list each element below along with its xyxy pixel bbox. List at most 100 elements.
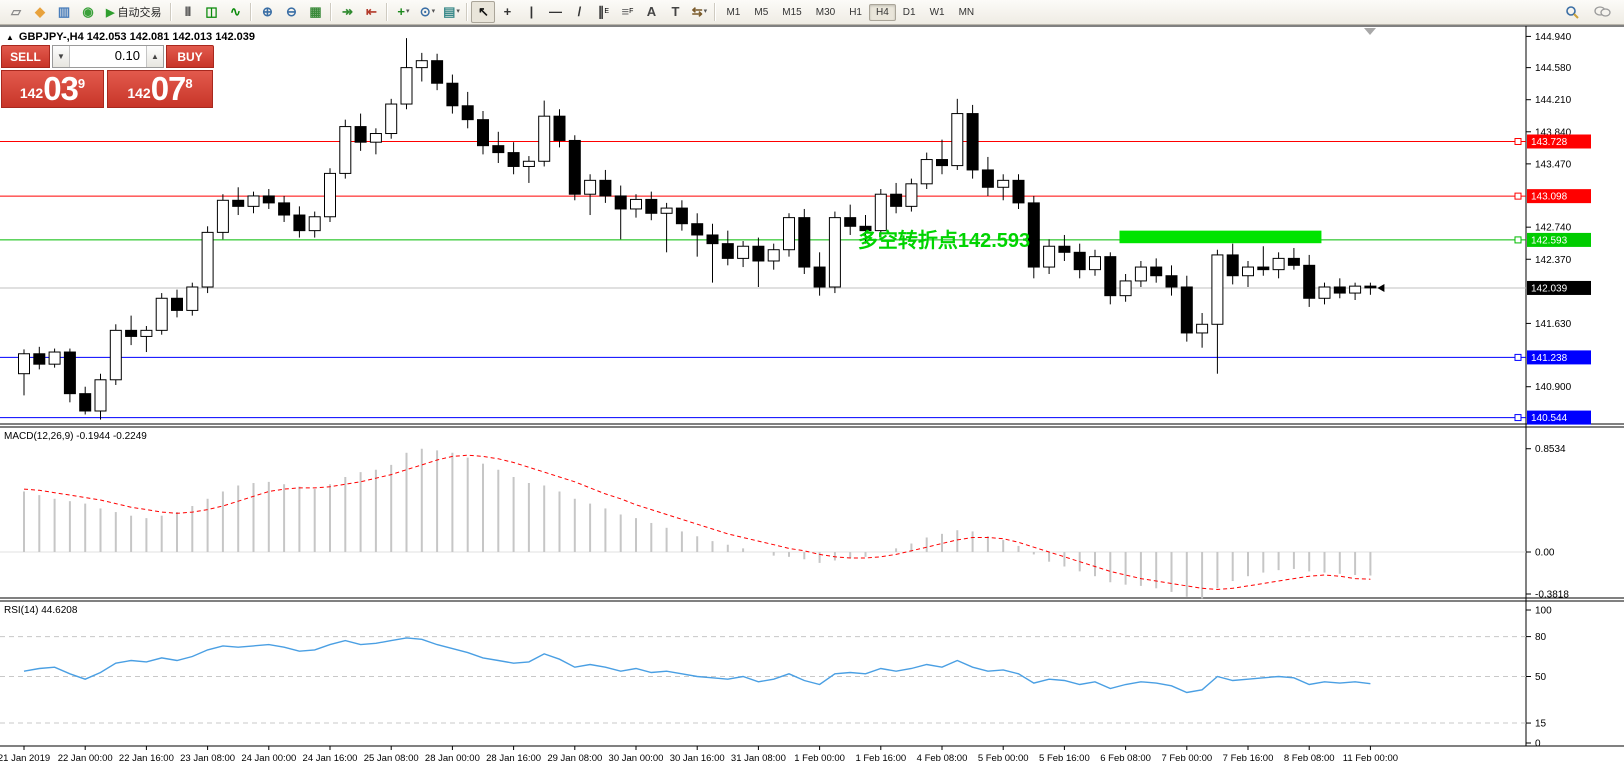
vertical-line-tool-icon: | bbox=[529, 4, 534, 19]
toolbar-separator bbox=[466, 3, 469, 21]
bull-candle bbox=[385, 103, 398, 135]
fibonacci-tool-icon: ≡ bbox=[621, 4, 630, 19]
label-tool-icon[interactable]: T bbox=[663, 1, 687, 23]
line-handle[interactable] bbox=[1514, 137, 1522, 145]
arrows-tool-icon-dropdown[interactable]: ▾ bbox=[703, 8, 708, 15]
timeframe-m1-button[interactable]: M1 bbox=[726, 6, 741, 18]
line-handle[interactable] bbox=[1514, 353, 1522, 361]
period-clock-icon: ⊙ bbox=[419, 4, 431, 19]
volume-increase-button[interactable]: ▲ bbox=[146, 46, 163, 67]
bear-candle bbox=[890, 193, 903, 207]
bear-candle bbox=[966, 113, 979, 171]
text-tool-icon[interactable]: A bbox=[639, 1, 663, 23]
price-tag-icon[interactable]: ◆ bbox=[28, 1, 52, 23]
bull-candle bbox=[1196, 323, 1209, 334]
template-icon-dropdown[interactable]: ▾ bbox=[456, 8, 460, 15]
rsi-panel-splitter[interactable] bbox=[0, 597, 1624, 600]
autotrading-button[interactable]: ▶ 自动交易 bbox=[100, 1, 167, 23]
auto-scroll-icon[interactable]: ↠ bbox=[335, 1, 359, 23]
bear-candle bbox=[691, 223, 704, 236]
fibonacci-tool-icon[interactable]: ≡ F bbox=[615, 1, 639, 23]
bear-candle bbox=[354, 126, 367, 143]
bull-candle bbox=[155, 297, 168, 331]
bull-candle bbox=[48, 351, 61, 365]
chat-icon[interactable] bbox=[1590, 1, 1614, 23]
line-handle[interactable] bbox=[1514, 192, 1522, 200]
bull-candle bbox=[538, 115, 551, 162]
sell-button[interactable]: SELL bbox=[1, 45, 50, 68]
crosshair-tool-icon[interactable]: + bbox=[495, 1, 519, 23]
bear-candle bbox=[813, 266, 826, 288]
arrows-tool-icon[interactable]: ⇆ ▾ bbox=[687, 1, 711, 23]
timeframe-d1-button[interactable]: D1 bbox=[902, 6, 916, 18]
timeframe-h4-button[interactable]: H4 bbox=[868, 3, 896, 21]
vertical-line-tool-icon[interactable]: | bbox=[519, 1, 543, 23]
line-handle[interactable] bbox=[1514, 414, 1522, 422]
time-axis-label: 7 Feb 00:00 bbox=[1161, 753, 1212, 764]
search-icon[interactable] bbox=[1560, 1, 1584, 23]
bull-candle bbox=[630, 198, 642, 210]
highlight-rectangle[interactable] bbox=[1119, 230, 1322, 244]
bull-candle bbox=[18, 353, 30, 375]
bull-candle bbox=[1242, 266, 1254, 277]
toolbar-separator bbox=[714, 3, 717, 21]
buy-button[interactable]: BUY bbox=[166, 45, 214, 68]
price-label-text: 143.728 bbox=[1531, 137, 1568, 148]
bear-candle bbox=[553, 115, 566, 141]
zoom-in-icon[interactable]: ⊕ bbox=[255, 1, 279, 23]
zoom-out-icon[interactable]: ⊖ bbox=[279, 1, 303, 23]
bid-whole: 142 bbox=[19, 85, 44, 101]
crosshair-tool-icon: + bbox=[503, 4, 512, 19]
price-tick-label: 143.840 bbox=[1535, 127, 1572, 138]
bear-candle bbox=[1027, 202, 1040, 268]
macd-panel-splitter[interactable] bbox=[0, 423, 1624, 426]
channel-tool-icon[interactable]: ∥ E bbox=[591, 1, 615, 23]
horizontal-line-tool-icon[interactable]: — bbox=[543, 1, 567, 23]
rsi-scale-label: 80 bbox=[1535, 632, 1547, 643]
chart-window-icon[interactable]: ▥ bbox=[52, 1, 76, 23]
time-axis-label: 29 Jan 08:00 bbox=[547, 753, 602, 764]
bar-chart-mode-icon[interactable]: ||| bbox=[175, 1, 199, 23]
time-axis-label: 8 Feb 08:00 bbox=[1284, 753, 1335, 764]
bear-candle bbox=[232, 199, 245, 207]
template-icon[interactable]: ▤ ▾ bbox=[439, 1, 463, 23]
period-clock-icon-dropdown[interactable]: ▾ bbox=[431, 8, 436, 15]
new-order-icon[interactable]: ▱ bbox=[4, 1, 28, 23]
volume-decrease-button[interactable]: ▼ bbox=[53, 46, 70, 67]
line-handle[interactable] bbox=[1514, 236, 1522, 244]
add-indicator-icon-dropdown[interactable]: ▾ bbox=[406, 8, 410, 15]
timeframe-w1-button[interactable]: W1 bbox=[929, 6, 945, 18]
volume-input[interactable]: 0.10 bbox=[114, 48, 140, 63]
one-click-collapse-icon[interactable]: ▲ bbox=[6, 32, 14, 42]
chart-shift-marker[interactable] bbox=[1364, 28, 1376, 35]
timeframe-m5-button[interactable]: M5 bbox=[754, 6, 769, 18]
bear-candle bbox=[981, 169, 994, 188]
chart-shift-icon[interactable]: ⇤ bbox=[359, 1, 383, 23]
bear-candle bbox=[599, 179, 612, 197]
line-chart-mode-icon[interactable]: ∿ bbox=[223, 1, 247, 23]
bear-candle bbox=[262, 195, 275, 204]
ask-price[interactable]: 142 07 8 bbox=[107, 70, 213, 108]
trendline-tool-icon[interactable]: / bbox=[567, 1, 591, 23]
time-axis-label: 30 Jan 16:00 bbox=[670, 753, 725, 764]
bear-candle bbox=[1303, 264, 1316, 299]
candlestick-mode-icon[interactable]: ◫ bbox=[199, 1, 223, 23]
broadcast-icon[interactable]: ◉ bbox=[76, 1, 100, 23]
bid-price[interactable]: 142 03 9 bbox=[1, 70, 104, 108]
period-clock-icon[interactable]: ⊙ ▾ bbox=[415, 1, 439, 23]
bull-candle bbox=[140, 329, 153, 337]
timeframe-m15-button[interactable]: M15 bbox=[782, 6, 802, 18]
toolbar-separator bbox=[250, 3, 253, 21]
price-label-box bbox=[1527, 350, 1591, 365]
timeframe-m30-button[interactable]: M30 bbox=[815, 6, 836, 18]
timeframe-mn-button[interactable]: MN bbox=[958, 6, 975, 18]
rsi-scale-label: 50 bbox=[1535, 672, 1547, 683]
cursor-tool-icon[interactable]: ↖ bbox=[471, 1, 496, 23]
symbol-title: GBPJPY-,H4 142.053 142.081 142.013 142.0… bbox=[18, 31, 255, 43]
add-indicator-icon[interactable]: + ▾ bbox=[391, 1, 415, 23]
bull-candle bbox=[828, 217, 841, 288]
time-axis-label: 11 Feb 00:00 bbox=[1343, 753, 1398, 764]
timeframe-h1-button[interactable]: H1 bbox=[849, 6, 862, 18]
tile-windows-icon[interactable]: ▦ bbox=[303, 1, 327, 23]
